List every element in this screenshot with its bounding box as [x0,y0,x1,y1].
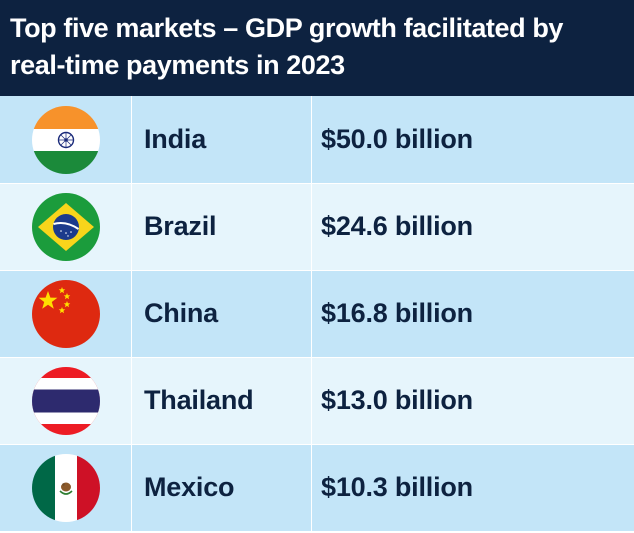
row-divider [0,270,634,271]
gdp-value: $50.0 billion [321,124,473,154]
chart-title: Top five markets – GDP growth facilitate… [10,13,564,80]
row-divider [0,357,634,358]
gdp-value: $13.0 billion [321,385,473,415]
row-divider [0,183,634,184]
gdp-value: $10.3 billion [321,472,473,502]
flag-cell [0,183,132,270]
country-name: Thailand [144,385,254,415]
value-cell: $10.3 billion [312,444,634,531]
value-cell: $24.6 billion [312,183,634,270]
country-cell: Mexico [132,444,312,531]
country-name: China [144,298,219,328]
table-row: Brazil $24.6 billion [0,183,634,270]
gdp-value: $24.6 billion [321,211,473,241]
row-divider [0,444,634,445]
flag-cell [0,357,132,444]
mexico-flag-icon [31,453,100,522]
value-cell: $50.0 billion [312,96,634,183]
india-flag-icon [31,105,100,174]
table-row: China $16.8 billion [0,270,634,357]
value-cell: $16.8 billion [312,270,634,357]
china-flag-icon [31,279,100,348]
country-name: Brazil [144,211,217,241]
gdp-value: $16.8 billion [321,298,473,328]
value-cell: $13.0 billion [312,357,634,444]
country-name: Mexico [144,472,235,502]
country-cell: Thailand [132,357,312,444]
country-cell: India [132,96,312,183]
markets-table: India $50.0 billion [0,96,634,533]
country-name: India [144,124,207,154]
header: Top five markets – GDP growth facilitate… [0,0,634,96]
table-row: Thailand $13.0 billion [0,357,634,444]
flag-cell [0,270,132,357]
table-row: India $50.0 billion [0,96,634,183]
flag-cell [0,444,132,531]
table-row: Mexico $10.3 billion [0,444,634,531]
country-cell: Brazil [132,183,312,270]
flag-cell [0,96,132,183]
country-cell: China [132,270,312,357]
brazil-flag-icon [31,192,100,261]
thailand-flag-icon [31,366,100,435]
